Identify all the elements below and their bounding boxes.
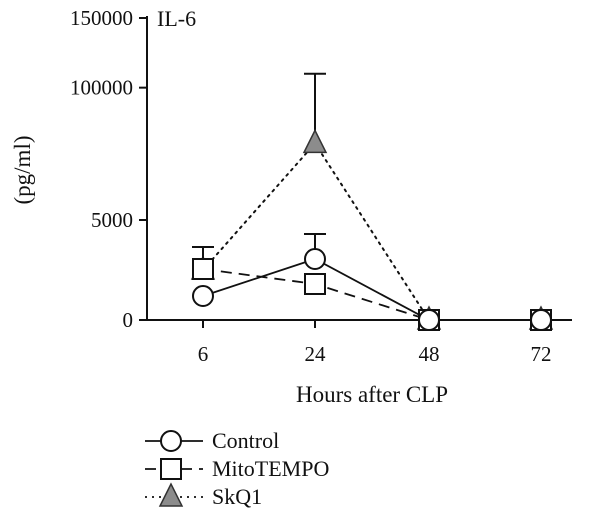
- data-point: [192, 258, 214, 280]
- y-axis-label: (pg/ml): [10, 136, 35, 205]
- data-point: [304, 248, 326, 270]
- x-tick-label: 72: [531, 342, 552, 366]
- legend-item-mitotempo: MitoTEMPO: [145, 456, 329, 481]
- data-point: [418, 309, 440, 331]
- series-control: [192, 233, 552, 331]
- x-axis-ticks: 6 24 48 72: [198, 320, 552, 366]
- legend-marker-swatch: [160, 430, 182, 452]
- series-layer: [190, 72, 554, 331]
- legend-item-skq1: SkQ1: [145, 482, 262, 509]
- x-tick-label: 24: [305, 342, 327, 366]
- data-point: [192, 285, 214, 307]
- legend-label: Control: [212, 428, 279, 453]
- chart-title: IL-6: [157, 6, 196, 31]
- y-tick-label: 0: [123, 308, 134, 332]
- x-tick-label: 6: [198, 342, 209, 366]
- data-point: [530, 309, 552, 331]
- legend-item-control: Control: [145, 428, 279, 453]
- y-tick-label: 100000: [70, 76, 133, 100]
- series-line: [202, 141, 542, 321]
- x-tick-label: 48: [419, 342, 440, 366]
- data-point: [304, 273, 326, 295]
- x-axis-label: Hours after CLP: [296, 382, 448, 407]
- legend-label: MitoTEMPO: [212, 456, 329, 481]
- series-line: [202, 258, 541, 321]
- data-point: [302, 128, 328, 154]
- y-tick-label: 5000: [91, 208, 133, 232]
- legend-label: SkQ1: [212, 484, 262, 509]
- legend-marker-swatch: [160, 458, 182, 480]
- legend-marker-swatch: [158, 482, 184, 507]
- legend: Control MitoTEMPO SkQ1: [145, 428, 329, 509]
- y-tick-label: 150000: [70, 6, 133, 30]
- y-axis-ticks: 0 5000 100000 150000: [70, 6, 147, 332]
- series-skq1: [190, 72, 554, 330]
- series-line: [202, 268, 541, 321]
